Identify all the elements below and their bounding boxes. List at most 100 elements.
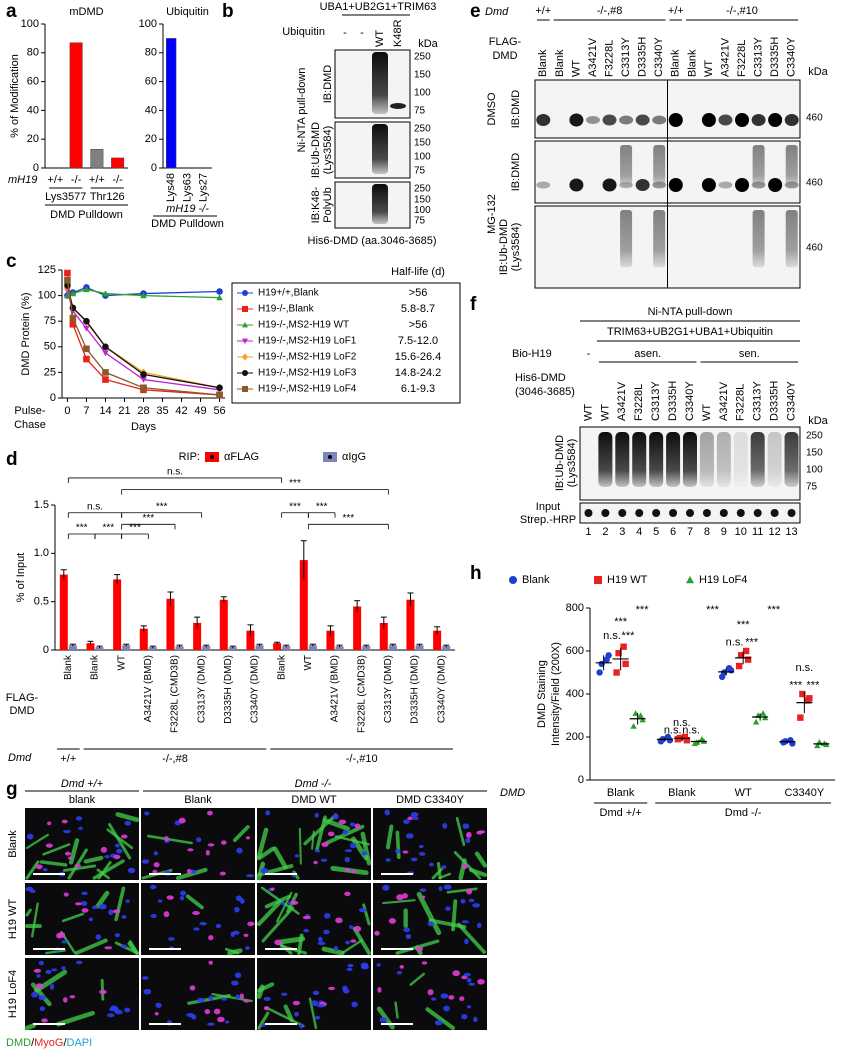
nucleus (261, 1023, 266, 1027)
group-label: Lys3577 (45, 191, 86, 203)
panel-label: a (6, 1, 17, 22)
nucleus (153, 851, 159, 856)
nucleus (49, 983, 55, 990)
data-point (752, 718, 760, 725)
legend-marker (242, 306, 248, 312)
x-tick-label: 49 (194, 405, 206, 417)
legend-marker (594, 576, 602, 584)
nucleus (207, 1022, 215, 1026)
y-tick-label: 75 (44, 315, 56, 327)
blot-band (635, 179, 650, 191)
nucleus (466, 1005, 472, 1009)
myotube (175, 867, 208, 881)
nucleus (104, 946, 113, 950)
kda-label: kDa (418, 38, 438, 50)
nucleus (235, 895, 242, 902)
nucleus (351, 869, 356, 874)
blot-footer: His6-DMD (aa.3046-3685) (308, 235, 437, 247)
myotube (308, 997, 318, 1030)
myotube (451, 899, 458, 932)
blot-smear (632, 432, 647, 487)
annotation: n.s. (167, 467, 183, 478)
data-point (605, 652, 612, 659)
myotube (453, 851, 482, 880)
nucleus (99, 989, 107, 995)
y-tick-label: 60 (27, 76, 39, 88)
blot-smear (598, 432, 613, 487)
nucleus (462, 863, 468, 869)
x-tick-label: 0 (64, 405, 70, 417)
nucleus (38, 995, 47, 1001)
bar (166, 598, 175, 650)
blot-band (768, 113, 783, 127)
data-point (216, 288, 223, 295)
nucleus (179, 896, 185, 901)
nucleus (63, 997, 68, 1003)
x-tick-label: 35 (156, 405, 168, 417)
nucleus (234, 906, 240, 913)
nucleus (33, 968, 42, 973)
myotube (431, 867, 444, 880)
nucleus (42, 868, 48, 872)
treatment-label: DMSO (486, 92, 498, 125)
input-band (787, 509, 796, 517)
series-line (66, 285, 220, 389)
nucleus (477, 978, 485, 985)
nucleus (114, 933, 120, 938)
panel-label: h (470, 563, 482, 584)
marker-label: 250 (414, 52, 431, 63)
nucleus (144, 811, 150, 816)
nucleus (418, 852, 426, 856)
nucleus (379, 1017, 388, 1023)
nucleus (374, 930, 380, 936)
marker-label: 460 (806, 243, 823, 254)
data-point (737, 652, 745, 659)
x-axis-label: Days (131, 421, 157, 433)
input-band (736, 509, 745, 517)
lane-number: 8 (704, 526, 710, 538)
nucleus (204, 1009, 211, 1015)
legend-label: H19+/+,Blank (258, 288, 320, 299)
myotube (256, 827, 269, 859)
group-label: Dmd +/+ (61, 778, 104, 790)
nucleus (39, 1006, 46, 1012)
data-point (727, 667, 735, 674)
x-tick-label: Blank (276, 654, 287, 680)
x-tick-label: +/+ (47, 174, 63, 186)
bar (273, 643, 282, 650)
nucleus (294, 854, 300, 858)
x-tick-label: Lys27 (198, 173, 210, 202)
lane-label: F3228L (736, 40, 748, 77)
y-tick-label: 0 (50, 392, 56, 404)
blot-smear (653, 145, 666, 189)
nucleus (441, 865, 447, 869)
blot-band (701, 178, 716, 192)
nucleus (207, 843, 215, 847)
nucleus (149, 884, 157, 890)
data-point (69, 290, 77, 297)
blot-band (701, 113, 716, 127)
panel-label: b (222, 1, 234, 22)
myotube (147, 834, 193, 845)
blot-band (536, 181, 551, 189)
y-tick-label: 1.0 (34, 547, 49, 559)
myotube (25, 908, 32, 917)
y-tick-label: 100 (21, 18, 39, 30)
micrograph (141, 808, 255, 880)
blot-smear (372, 184, 388, 224)
probe-label: PolyUb (322, 187, 334, 222)
nucleus (108, 909, 114, 916)
series-line (66, 280, 220, 396)
nucleus (438, 886, 443, 892)
nucleus (78, 826, 83, 830)
x-tick-label: 28 (137, 405, 149, 417)
marker-label: 150 (414, 70, 431, 81)
blot-band (784, 114, 799, 126)
lane-label: WT (703, 60, 715, 77)
nucleus (452, 970, 461, 977)
annotation: n.s. (726, 636, 744, 648)
nucleus (478, 830, 486, 834)
marker-label: 150 (414, 138, 431, 149)
data-point (102, 369, 109, 376)
data-point (806, 695, 813, 702)
